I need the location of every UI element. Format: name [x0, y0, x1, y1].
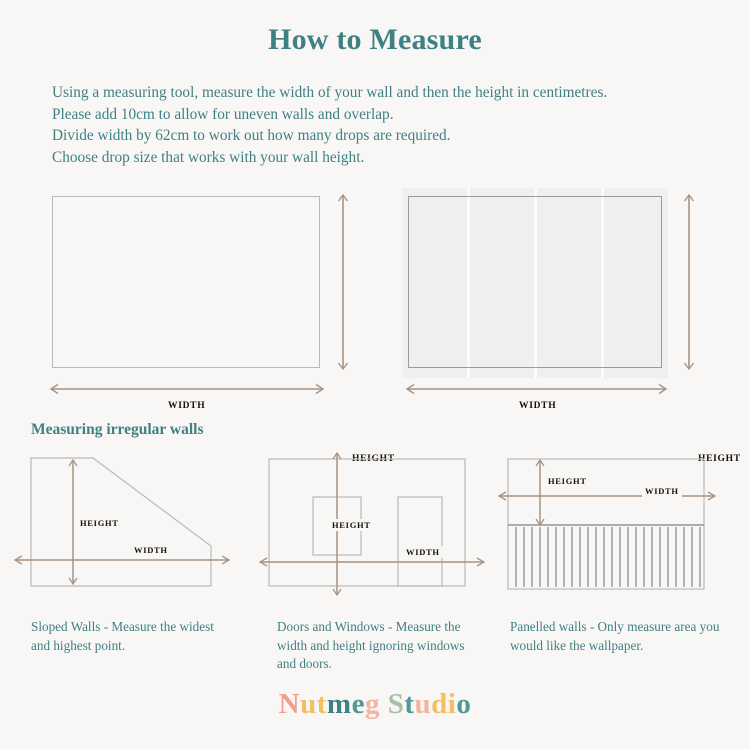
logo-letter: u [300, 688, 317, 720]
logo-letter: t [404, 688, 415, 720]
plain-wall-width-label: WIDTH [165, 400, 209, 412]
panelled-wall-diagram: HEIGHT WIDTH [490, 445, 750, 605]
drops-wall-rectangle [408, 196, 662, 368]
panelled-wall-lower-rectangle [507, 524, 705, 590]
doors-wall-height-label: HEIGHT [329, 519, 374, 531]
logo-letter: S [387, 688, 405, 720]
drop-seam-1 [467, 188, 470, 378]
drops-wall-width-arrow [404, 382, 669, 396]
logo-letter [380, 688, 388, 721]
caption-doors-windows: Doors and Windows - Measure the width an… [277, 619, 465, 671]
panelled-wall-width-label: WIDTH [642, 485, 682, 497]
logo-letter: o [456, 688, 472, 720]
door-rectangle [397, 496, 443, 587]
logo-letter: i [447, 688, 457, 720]
logo-letter: t [316, 688, 327, 720]
drop-seam-2 [534, 188, 537, 378]
drops-wall-width-label: WIDTH [516, 400, 560, 412]
logo-letter: e [351, 688, 365, 720]
sloped-wall-width-label: WIDTH [131, 544, 171, 556]
sloped-wall-outline [30, 457, 212, 587]
drops-wall-diagram: HEIGHT WIDTH [390, 180, 750, 465]
panel-slats [515, 527, 701, 587]
plain-wall-height-arrow [336, 192, 350, 372]
doors-wall-rectangle [268, 458, 466, 587]
intro-instructions: Using a measuring tool, measure the widt… [52, 82, 712, 168]
intro-line-2: Please add 10cm to allow for uneven wall… [52, 105, 394, 123]
drops-wall-height-label: HEIGHT [695, 453, 744, 465]
brand-logo: Nutmeg Studio [0, 688, 750, 721]
plain-wall-diagram: HEIGHT WIDTH [0, 180, 398, 465]
logo-letter: g [364, 688, 380, 720]
caption-sloped-walls: Sloped Walls - Measure the widest and hi… [31, 619, 214, 653]
intro-line-1: Using a measuring tool, measure the widt… [52, 84, 608, 101]
doors-wall-width-label: WIDTH [403, 546, 443, 558]
panelled-wall-height-label: HEIGHT [545, 475, 590, 487]
caption-panelled-walls: Panelled walls - Only measure area you w… [510, 619, 720, 653]
plain-wall-width-arrow [48, 382, 326, 396]
logo-letter: u [414, 688, 432, 720]
logo-letter: d [431, 688, 448, 720]
intro-line-3: Divide width by 62cm to work out how man… [52, 127, 451, 144]
plain-wall-rectangle [52, 196, 320, 368]
logo-letter: N [278, 688, 301, 720]
sloped-wall-height-label: HEIGHT [77, 517, 122, 529]
drops-wall-height-arrow [682, 192, 696, 372]
page-title: How to Measure [268, 23, 482, 56]
sloped-wall-diagram: HEIGHT WIDTH [0, 445, 255, 605]
intro-line-4: Choose drop size that works with your wa… [52, 148, 365, 166]
drop-seam-3 [601, 188, 604, 378]
section-title-irregular-walls: Measuring irregular walls [31, 421, 204, 438]
doors-windows-wall-diagram: HEIGHT WIDTH [255, 445, 490, 605]
logo-letter: m [326, 688, 352, 720]
